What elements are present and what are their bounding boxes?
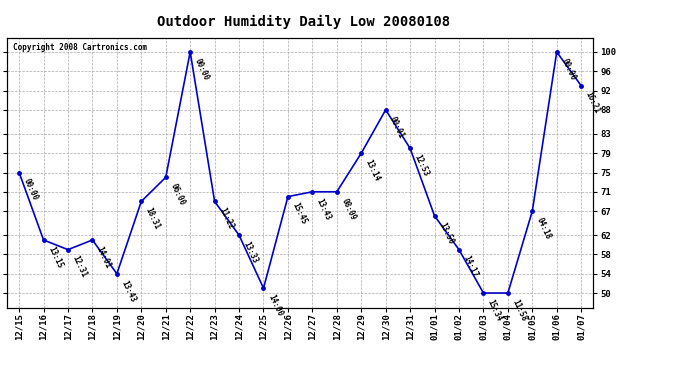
Text: 13:15: 13:15 (46, 245, 64, 270)
Text: 00:00: 00:00 (559, 57, 577, 81)
Text: 15:34: 15:34 (486, 298, 504, 322)
Text: 11:58: 11:58 (511, 298, 529, 322)
Text: 04:18: 04:18 (535, 216, 553, 241)
Text: 16:21: 16:21 (584, 90, 602, 115)
Text: 00:00: 00:00 (21, 177, 39, 202)
Text: 13:43: 13:43 (315, 196, 333, 221)
Text: 12:31: 12:31 (70, 255, 88, 279)
Text: 06:00: 06:00 (168, 182, 186, 207)
Text: 18:31: 18:31 (144, 206, 161, 231)
Text: 13:33: 13:33 (241, 240, 259, 265)
Text: 13:50: 13:50 (437, 221, 455, 246)
Text: 00:00: 00:00 (193, 57, 210, 81)
Text: 15:45: 15:45 (290, 201, 308, 226)
Text: 14:00: 14:00 (266, 293, 284, 318)
Text: 14:01: 14:01 (95, 245, 112, 270)
Text: Outdoor Humidity Daily Low 20080108: Outdoor Humidity Daily Low 20080108 (157, 15, 450, 29)
Text: 13:43: 13:43 (119, 279, 137, 303)
Text: 13:14: 13:14 (364, 158, 382, 183)
Text: 00:01: 00:01 (388, 115, 406, 140)
Text: Copyright 2008 Cartronics.com: Copyright 2008 Cartronics.com (13, 43, 147, 52)
Text: 11:22: 11:22 (217, 206, 235, 231)
Text: 14:17: 14:17 (462, 255, 480, 279)
Text: 08:09: 08:09 (339, 196, 357, 221)
Text: 12:53: 12:53 (413, 153, 431, 178)
